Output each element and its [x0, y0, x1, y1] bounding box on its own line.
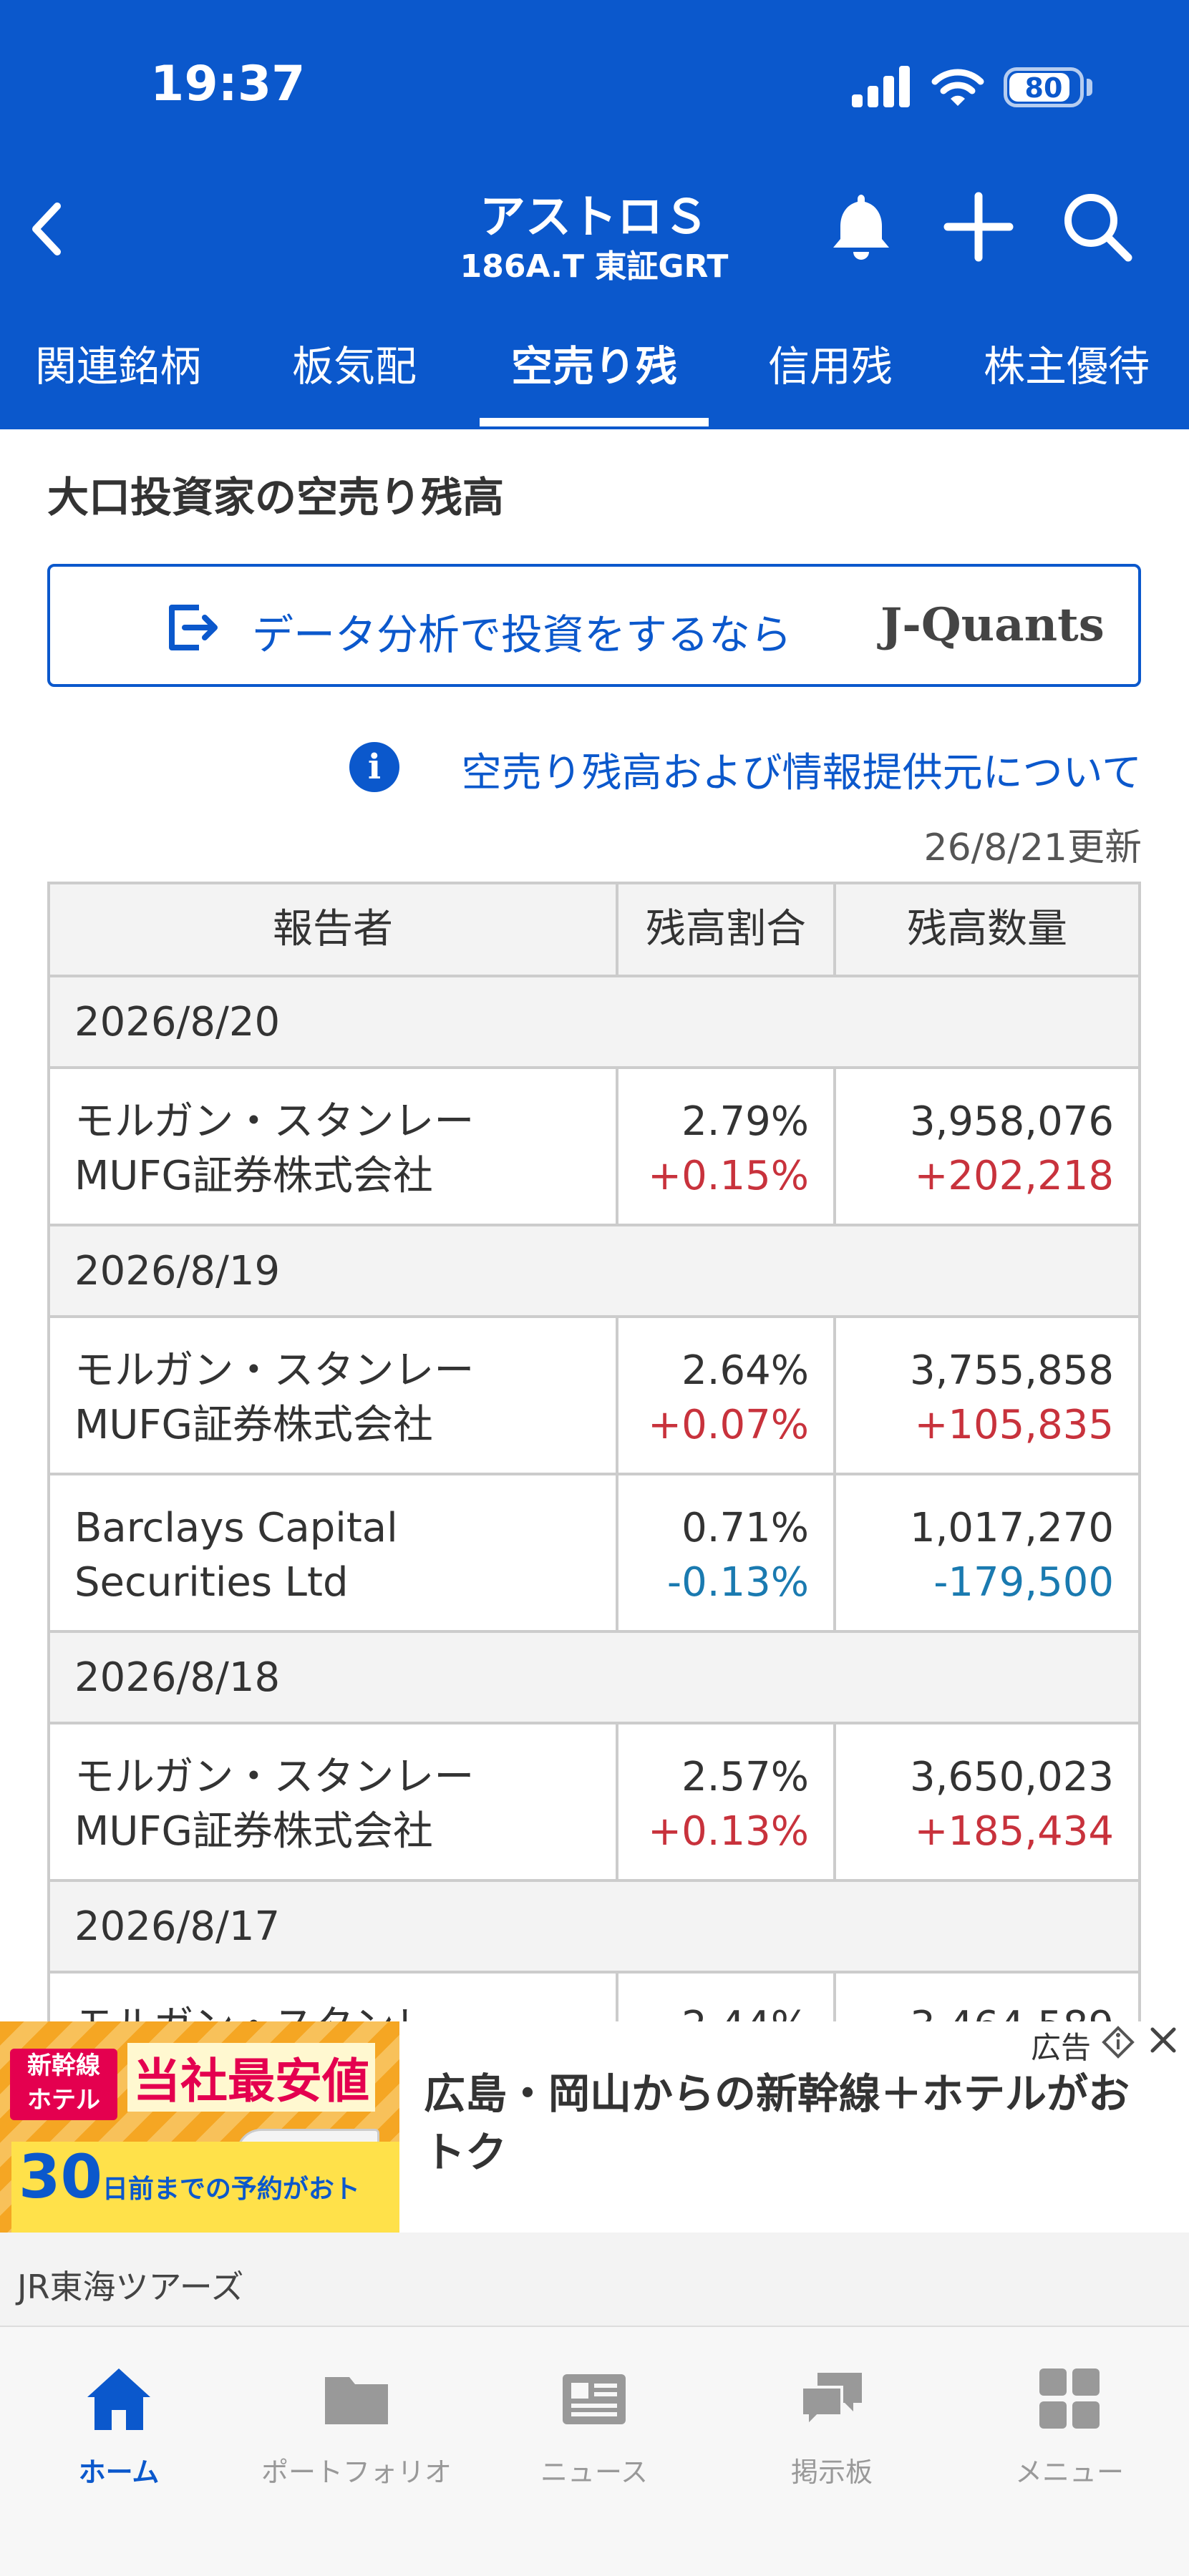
nav-menu[interactable]: メニュー	[951, 2327, 1188, 2576]
grid-menu-icon	[1039, 2368, 1100, 2429]
home-icon	[87, 2368, 150, 2430]
short-selling-info-link[interactable]: 空売り残高および情報提供元について	[461, 750, 1142, 796]
reporter-name: Barclays Capital	[74, 1505, 398, 1551]
tab-short-selling[interactable]: 空売り残	[510, 342, 677, 391]
nav-portfolio[interactable]: ポートフォリオ	[238, 2327, 475, 2576]
ad-headline[interactable]: 広島・岡山からの新幹線＋ホテルがおトク	[424, 2069, 1130, 2177]
table-row[interactable]: モルガン・スタンレー MUFG証券株式会社 2.79% +0.15% 3,958,0…	[50, 1069, 1138, 1226]
battery-tip	[1087, 79, 1092, 96]
reporter-name: モルガン・スタンレー	[74, 1347, 475, 1394]
status-time: 19:37	[150, 56, 306, 112]
folder-icon	[325, 2377, 388, 2424]
quantity-change: +185,434	[914, 1808, 1115, 1855]
active-tab-indicator	[480, 418, 709, 426]
tab-order-book[interactable]: 板気配	[291, 342, 417, 391]
date-row: 2026/8/17	[50, 1882, 1138, 1974]
bottom-navigation: ホーム ポートフォリオ ニュース 掲示板 メニュー	[0, 2327, 1189, 2576]
quantity-change: -179,500	[933, 1559, 1114, 1606]
ad-label: 広告	[1031, 2030, 1092, 2065]
jquants-logo: J-Quants	[880, 598, 1105, 652]
ratio-value: 0.71%	[681, 1505, 809, 1551]
add-icon[interactable]	[939, 187, 1018, 266]
chat-icon	[800, 2373, 862, 2429]
ad-close-icon[interactable]	[1145, 2022, 1181, 2058]
date-label: 2026/8/18	[74, 1654, 281, 1701]
nav-label: メニュー	[1014, 2457, 1124, 2488]
ad-choices-icon[interactable]	[1101, 2025, 1135, 2059]
ad-badge: 新幹線 ホテル	[10, 2049, 117, 2120]
quantity-value: 3,958,076	[909, 1098, 1114, 1145]
tab-shareholder-benefits[interactable]: 株主優待	[983, 342, 1150, 391]
battery-icon: 80	[1004, 67, 1084, 107]
short-balance-table: 報告者 残高割合 残高数量 2026/8/20 モルガン・スタンレー MUFG証券…	[47, 882, 1141, 2026]
table-row[interactable]: モルガン・スタンレー MUFG証券株式会社 2.57% +0.13% 3,650,0…	[50, 1724, 1138, 1882]
nav-label: ニュース	[540, 2457, 649, 2488]
export-icon	[169, 605, 218, 650]
reporter-name: モルガン・スタンレー	[74, 1098, 475, 1145]
nav-news[interactable]: ニュース	[475, 2327, 713, 2576]
ratio-change: -0.13%	[666, 1559, 809, 1606]
nav-board[interactable]: 掲示板	[713, 2327, 951, 2576]
nav-label: ホーム	[78, 2457, 160, 2488]
section-title: 大口投資家の空売り残高	[47, 473, 505, 522]
nav-label: 掲示板	[790, 2457, 873, 2488]
info-icon[interactable]: i	[349, 742, 399, 792]
ad-image-headline: 当社最安値	[127, 2043, 375, 2112]
quantity-value: 1,017,270	[909, 1505, 1114, 1551]
nav-home[interactable]: ホーム	[0, 2327, 238, 2576]
header-quantity: 残高数量	[833, 884, 1138, 975]
ratio-change: +0.15%	[648, 1153, 809, 1199]
date-label: 2026/8/20	[74, 999, 281, 1045]
reporter-name-line2: MUFG証券株式会社	[74, 1402, 433, 1448]
nav-label: ポートフォリオ	[261, 2457, 452, 2488]
ratio-change: +0.13%	[648, 1808, 809, 1855]
jquants-banner[interactable]: データ分析で投資をするなら J-Quants	[47, 564, 1141, 687]
battery-level: 80	[1024, 72, 1063, 104]
header-reporter: 報告者	[273, 906, 393, 952]
app-header: 19:37 80 アストロＳ 186A.T 東証GRT 関連銘柄 板気配 空売り…	[0, 0, 1189, 429]
reporter-name: モルガン・スタンレー	[74, 1754, 475, 1800]
jquants-banner-text: データ分析で投資をするなら	[252, 610, 792, 659]
cellular-signal-icon	[852, 66, 911, 107]
table-header: 報告者 残高割合 残高数量	[50, 884, 1138, 977]
table-row[interactable]: モルガン・スタンレー 2.44% 3,464,589	[50, 1974, 1138, 2026]
date-label: 2026/8/19	[74, 1248, 281, 1294]
news-icon	[563, 2374, 626, 2424]
tab-related-stocks[interactable]: 関連銘柄	[34, 342, 201, 391]
quantity-change: +105,835	[914, 1402, 1115, 1448]
ratio-change: +0.07%	[648, 1402, 809, 1448]
date-row: 2026/8/19	[50, 1226, 1138, 1318]
ratio-value: 2.57%	[681, 1754, 809, 1800]
stock-name: アストロＳ	[480, 191, 709, 244]
updated-date: 26/8/21更新	[923, 826, 1142, 869]
ad-sponsor-bar[interactable]: JR東海ツアーズ	[0, 2233, 1189, 2327]
search-icon[interactable]	[1058, 187, 1137, 266]
date-row: 2026/8/20	[50, 977, 1138, 1069]
stock-code-market: 186A.T 東証GRT	[460, 248, 729, 285]
reporter-name-line2: Securities Ltd	[74, 1559, 349, 1606]
date-label: 2026/8/17	[74, 1903, 281, 1950]
ad-promo: 30日前までの予約がおトク!	[11, 2142, 399, 2233]
table-row[interactable]: モルガン・スタンレー MUFG証券株式会社 2.64% +0.07% 3,755,8…	[50, 1318, 1138, 1475]
tab-margin-balance[interactable]: 信用残	[767, 342, 893, 391]
quantity-change: +202,218	[914, 1153, 1115, 1199]
header-ratio: 残高割合	[616, 884, 833, 975]
ad-sponsor: JR東海ツアーズ	[17, 2268, 244, 2306]
ratio-value: 2.79%	[681, 1098, 809, 1145]
wifi-icon	[931, 69, 984, 106]
date-row: 2026/8/18	[50, 1633, 1138, 1724]
back-button[interactable]	[20, 193, 77, 265]
tab-bar: 関連銘柄 板気配 空売り残 信用残 株主優待	[0, 318, 1189, 429]
table-row[interactable]: Barclays Capital Securities Ltd 0.71% -0.1…	[50, 1475, 1138, 1633]
quantity-value: 3,650,023	[909, 1754, 1114, 1800]
quantity-value: 3,755,858	[909, 1347, 1114, 1394]
bell-icon[interactable]	[822, 187, 901, 266]
reporter-name-line2: MUFG証券株式会社	[74, 1153, 433, 1199]
ratio-value: 2.64%	[681, 1347, 809, 1394]
reporter-name-line2: MUFG証券株式会社	[74, 1808, 433, 1855]
